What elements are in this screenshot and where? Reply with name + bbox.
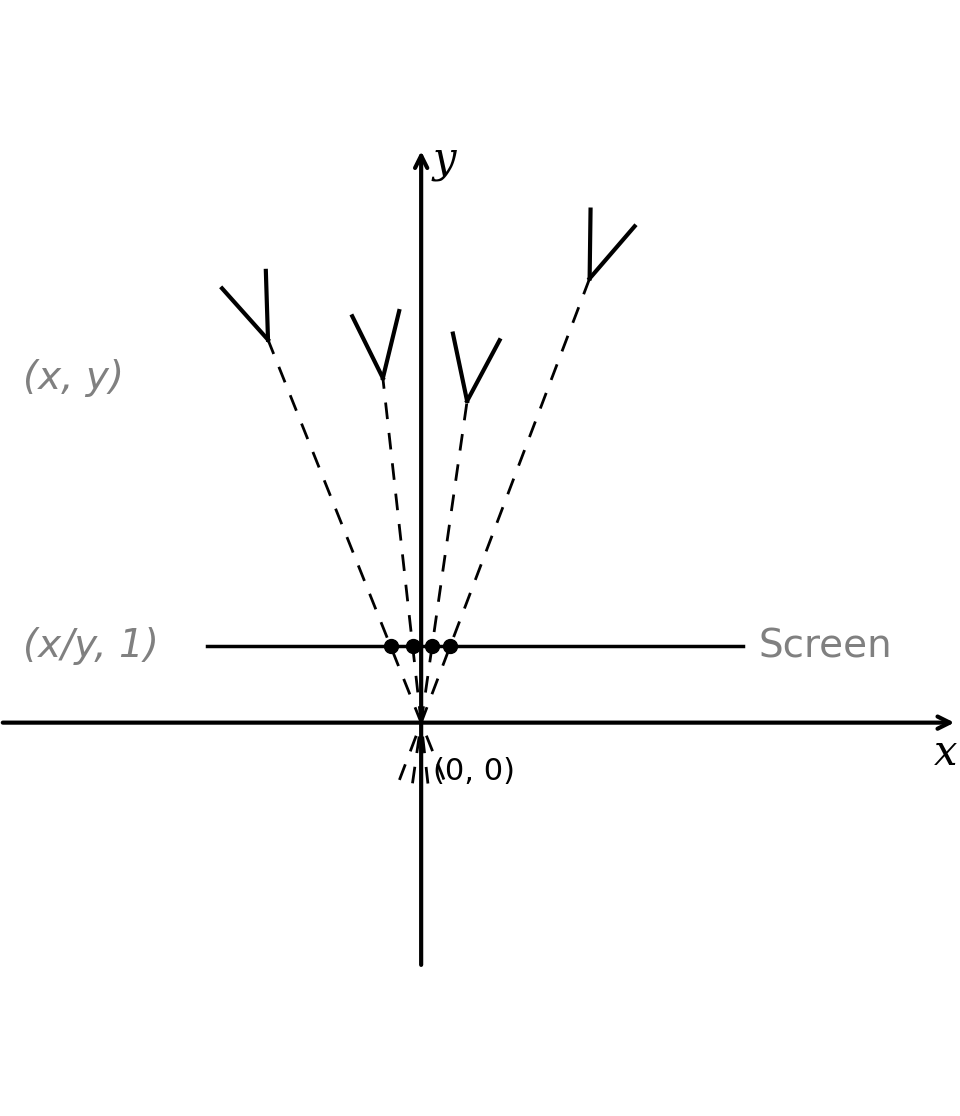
Text: y: y <box>432 138 456 181</box>
Text: Screen: Screen <box>758 627 892 665</box>
Text: (x/y, 1): (x/y, 1) <box>23 627 158 665</box>
Text: (x, y): (x, y) <box>23 359 124 397</box>
Text: x: x <box>934 732 957 775</box>
Text: (0, 0): (0, 0) <box>433 757 515 786</box>
